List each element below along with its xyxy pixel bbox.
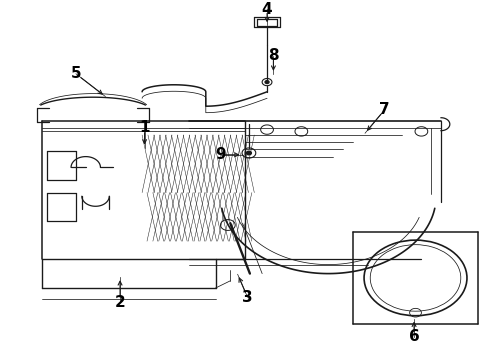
- Text: 8: 8: [268, 48, 279, 63]
- Circle shape: [265, 81, 269, 84]
- Circle shape: [246, 151, 251, 155]
- Text: 3: 3: [242, 289, 253, 305]
- Text: 1: 1: [139, 120, 150, 135]
- Text: 4: 4: [262, 1, 272, 17]
- Text: 2: 2: [115, 295, 125, 310]
- Text: 7: 7: [379, 102, 390, 117]
- Text: 5: 5: [71, 66, 81, 81]
- Text: 9: 9: [215, 147, 226, 162]
- Text: 6: 6: [409, 329, 419, 344]
